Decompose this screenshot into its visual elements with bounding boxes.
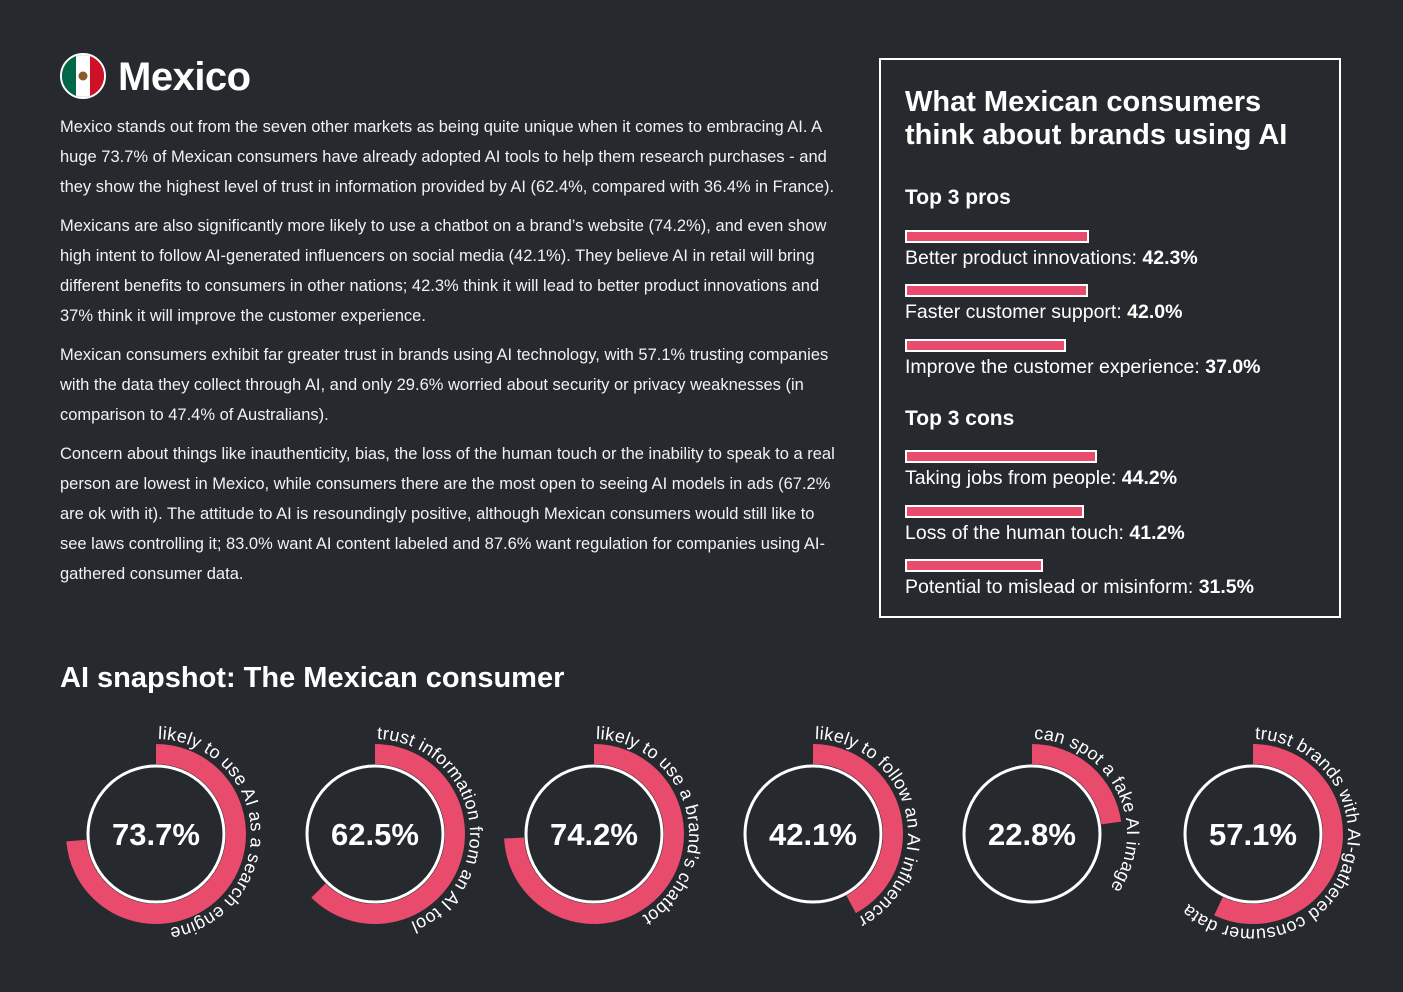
gauge-value-arc (812, 744, 903, 914)
mexico-flag-icon (60, 53, 106, 99)
gauge-value-label: 73.7% (112, 817, 200, 852)
pro-item: Faster customer support: 42.0% (905, 284, 1325, 325)
gauge-value-label: 42.1% (769, 817, 857, 852)
con-label-text: Taking jobs from people: (905, 467, 1122, 489)
con-label: Potential to mislead or misinform: 31.5% (905, 574, 1325, 600)
pro-label: Faster customer support: 42.0% (905, 299, 1325, 325)
pro-label-text: Better product innovations: (905, 247, 1143, 269)
gauge-ring (962, 764, 1102, 904)
pro-label-text: Faster customer support: (905, 301, 1128, 323)
gauge-ring (1183, 764, 1323, 904)
gauge-value-label: 22.8% (988, 817, 1076, 852)
flag-emblem (78, 71, 88, 81)
gauge-value-label: 74.2% (550, 817, 638, 852)
gauge-ring (86, 764, 226, 904)
gauge-ring (743, 764, 883, 904)
pro-bar (905, 230, 1089, 243)
con-value: 31.5% (1198, 576, 1254, 598)
gauge-value-arc (66, 744, 246, 924)
pro-value: 42.0% (1127, 301, 1183, 323)
flag-green-band (62, 55, 76, 97)
con-item: Taking jobs from people: 44.2% (905, 450, 1325, 491)
paragraph: Concern about things like inauthenticity… (60, 445, 835, 583)
gauge-value-label: 62.5% (331, 817, 419, 852)
ai-snapshot-gauges: 73.7%likely to use AI as a search engine… (66, 723, 1364, 945)
snapshot-title: AI snapshot: The Mexican consumer (60, 662, 565, 694)
pro-value: 37.0% (1205, 356, 1261, 378)
flag-red-band (90, 55, 104, 97)
gauge-value-arc (1031, 744, 1122, 825)
con-label-text: Potential to mislead or misinform: (905, 576, 1199, 598)
gauge: 62.5%trust information from an AI tool (305, 723, 486, 937)
gauge: 73.7%likely to use AI as a search engine (66, 723, 267, 944)
gauge: 57.1%trust brands with AI-gathered consu… (1177, 723, 1363, 945)
con-label: Loss of the human touch: 41.2% (905, 520, 1325, 546)
con-label: Taking jobs from people: 44.2% (905, 465, 1325, 491)
pro-value: 42.3% (1142, 247, 1198, 269)
con-bar (905, 450, 1097, 463)
pro-label: Improve the customer experience: 37.0% (905, 354, 1325, 380)
page-title: Mexico (118, 55, 251, 99)
con-value: 44.2% (1121, 467, 1178, 489)
cons-heading: Top 3 cons (905, 407, 1015, 430)
gauge-value-arc (504, 744, 684, 924)
panel-title: What Mexican consumers think about brand… (905, 86, 1288, 151)
con-label-text: Loss of the human touch: (905, 522, 1130, 544)
con-bar (905, 559, 1043, 572)
gauge: 74.2%likely to use a brand’s chatbot (504, 723, 705, 930)
pros-heading: Top 3 pros (905, 186, 1011, 209)
gauge-value-arc (311, 744, 465, 924)
pro-item: Better product innovations: 42.3% (905, 230, 1325, 271)
pro-label: Better product innovations: 42.3% (905, 245, 1325, 271)
pro-bar (905, 284, 1088, 297)
con-item: Loss of the human touch: 41.2% (905, 505, 1325, 546)
gauge: 42.1%likely to follow an AI influencer (743, 723, 924, 932)
gauge-value-label: 57.1% (1209, 817, 1297, 852)
gauge-value-arc (1214, 744, 1343, 924)
pro-item: Improve the customer experience: 37.0% (905, 339, 1325, 380)
intro-text: Mexico stands out from the seven other m… (60, 112, 840, 598)
paragraph: Mexican consumers exhibit far greater tr… (60, 346, 829, 424)
paragraph: Mexicans are also significantly more lik… (60, 217, 827, 325)
con-item: Potential to mislead or misinform: 31.5% (905, 559, 1325, 600)
pro-label-text: Improve the customer experience: (905, 356, 1206, 378)
pro-bar (905, 339, 1067, 352)
gauge-ring (524, 764, 664, 904)
con-value: 41.2% (1129, 522, 1185, 544)
con-bar (905, 505, 1085, 518)
paragraph: Mexico stands out from the seven other m… (60, 118, 835, 196)
gauge-ring (305, 764, 445, 904)
mexico-flag-graphic (62, 55, 104, 97)
brands-using-ai-panel: What Mexican consumers think about brand… (879, 58, 1341, 618)
gauge: 22.8%can spot a fake AI image (962, 723, 1143, 904)
